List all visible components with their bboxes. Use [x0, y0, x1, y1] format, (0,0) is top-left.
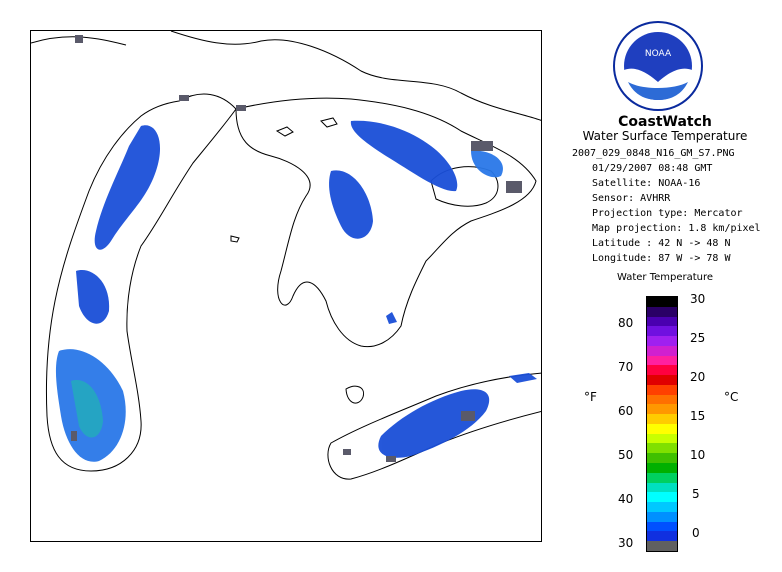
noaa-emblem-icon: NOAA — [613, 21, 703, 111]
colorbar-swatch — [647, 433, 677, 444]
cloud-patches — [71, 35, 522, 462]
colorbar-swatch — [647, 463, 677, 473]
celsius-tick-label: 15 — [690, 409, 706, 423]
fahrenheit-tick-label: 30 — [618, 536, 634, 550]
projection-type-label: Projection type: Mercator — [592, 208, 743, 219]
colorbar-swatch — [647, 316, 677, 327]
fahrenheit-tick-label: 40 — [618, 492, 634, 506]
colorbar-swatch — [647, 384, 677, 395]
legend-title: Water Temperature — [616, 272, 714, 283]
colorbar-swatch — [647, 453, 677, 464]
colorbar-swatch — [647, 472, 677, 483]
fahrenheit-tick-label: 70 — [618, 360, 634, 374]
celsius-tick-label: 30 — [690, 292, 706, 306]
colorbar-swatch — [647, 297, 677, 307]
product-subtitle: Water Surface Temperature — [582, 129, 748, 143]
islands — [230, 117, 338, 243]
lake-st-clair-outline — [345, 385, 365, 404]
colorbar-swatch — [647, 306, 677, 317]
colorbar-swatch — [647, 511, 677, 522]
lake-superior-shore — [31, 31, 541, 121]
colorbar-swatch — [647, 502, 677, 512]
datetime-label: 01/29/2007 08:48 GMT — [592, 163, 713, 174]
noaa-logo: NOAA — [612, 20, 704, 112]
colorbar-swatch — [647, 541, 677, 551]
colorbar-swatch — [647, 404, 677, 415]
colorbar-swatch — [647, 492, 677, 503]
colorbar-swatch — [647, 482, 677, 493]
colorbar-swatch — [647, 521, 677, 532]
unit-fahrenheit: °F — [584, 390, 597, 404]
colorbar-swatch — [647, 355, 677, 366]
colorbar-swatch — [647, 531, 677, 542]
colorbar-swatch — [647, 365, 677, 376]
sensor-label: Sensor: AVHRR — [592, 193, 671, 204]
temperature-colorbar — [646, 296, 678, 552]
colorbar-swatch — [647, 414, 677, 424]
colorbar-swatch — [647, 345, 677, 356]
celsius-tick-label: 25 — [690, 331, 706, 345]
map-projection-label: Map projection: 1.8 km/pixel — [592, 223, 761, 234]
celsius-tick-label: 5 — [692, 487, 700, 501]
great-lakes-map — [31, 31, 541, 480]
celsius-tick-label: 10 — [690, 448, 706, 462]
celsius-tick-label: 0 — [692, 526, 700, 540]
colorbar-swatch — [647, 336, 677, 346]
longitude-label: Longitude: 87 W -> 78 W — [592, 253, 731, 264]
colorbar-swatch — [647, 326, 677, 337]
fahrenheit-tick-label: 60 — [618, 404, 634, 418]
satellite-label: Satellite: NOAA-16 — [592, 178, 701, 189]
unit-celsius: °C — [724, 390, 739, 404]
map-panel — [30, 30, 542, 542]
lake-huron-outline — [235, 97, 537, 348]
colorbar-swatch — [647, 375, 677, 385]
fahrenheit-tick-label: 80 — [618, 316, 634, 330]
colorbar-swatch — [647, 443, 677, 454]
filename-label: 2007_029_0848_N16_GM_S7.PNG — [572, 148, 735, 159]
water-temperature-patches — [55, 120, 537, 462]
colorbar-swatch — [647, 423, 677, 434]
celsius-tick-label: 20 — [690, 370, 706, 384]
brand-title: CoastWatch — [618, 114, 712, 130]
latitude-label: Latitude : 42 N -> 48 N — [592, 238, 731, 249]
noaa-logo-text: NOAA — [645, 49, 672, 59]
fahrenheit-tick-label: 50 — [618, 448, 634, 462]
colorbar-swatch — [647, 394, 677, 405]
